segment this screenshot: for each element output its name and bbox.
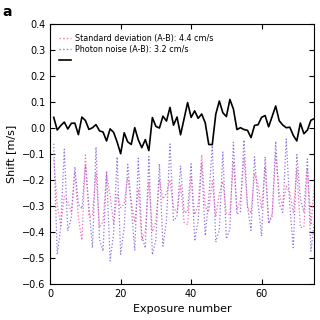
Text: a: a [3, 5, 12, 19]
X-axis label: Exposure number: Exposure number [133, 304, 232, 315]
Y-axis label: Shift [m/s]: Shift [m/s] [6, 125, 16, 183]
Legend: Standard deviation (A-B): 4.4 cm/s, Photon noise (A-B): 3.2 cm/s, : Standard deviation (A-B): 4.4 cm/s, Phot… [57, 31, 215, 67]
